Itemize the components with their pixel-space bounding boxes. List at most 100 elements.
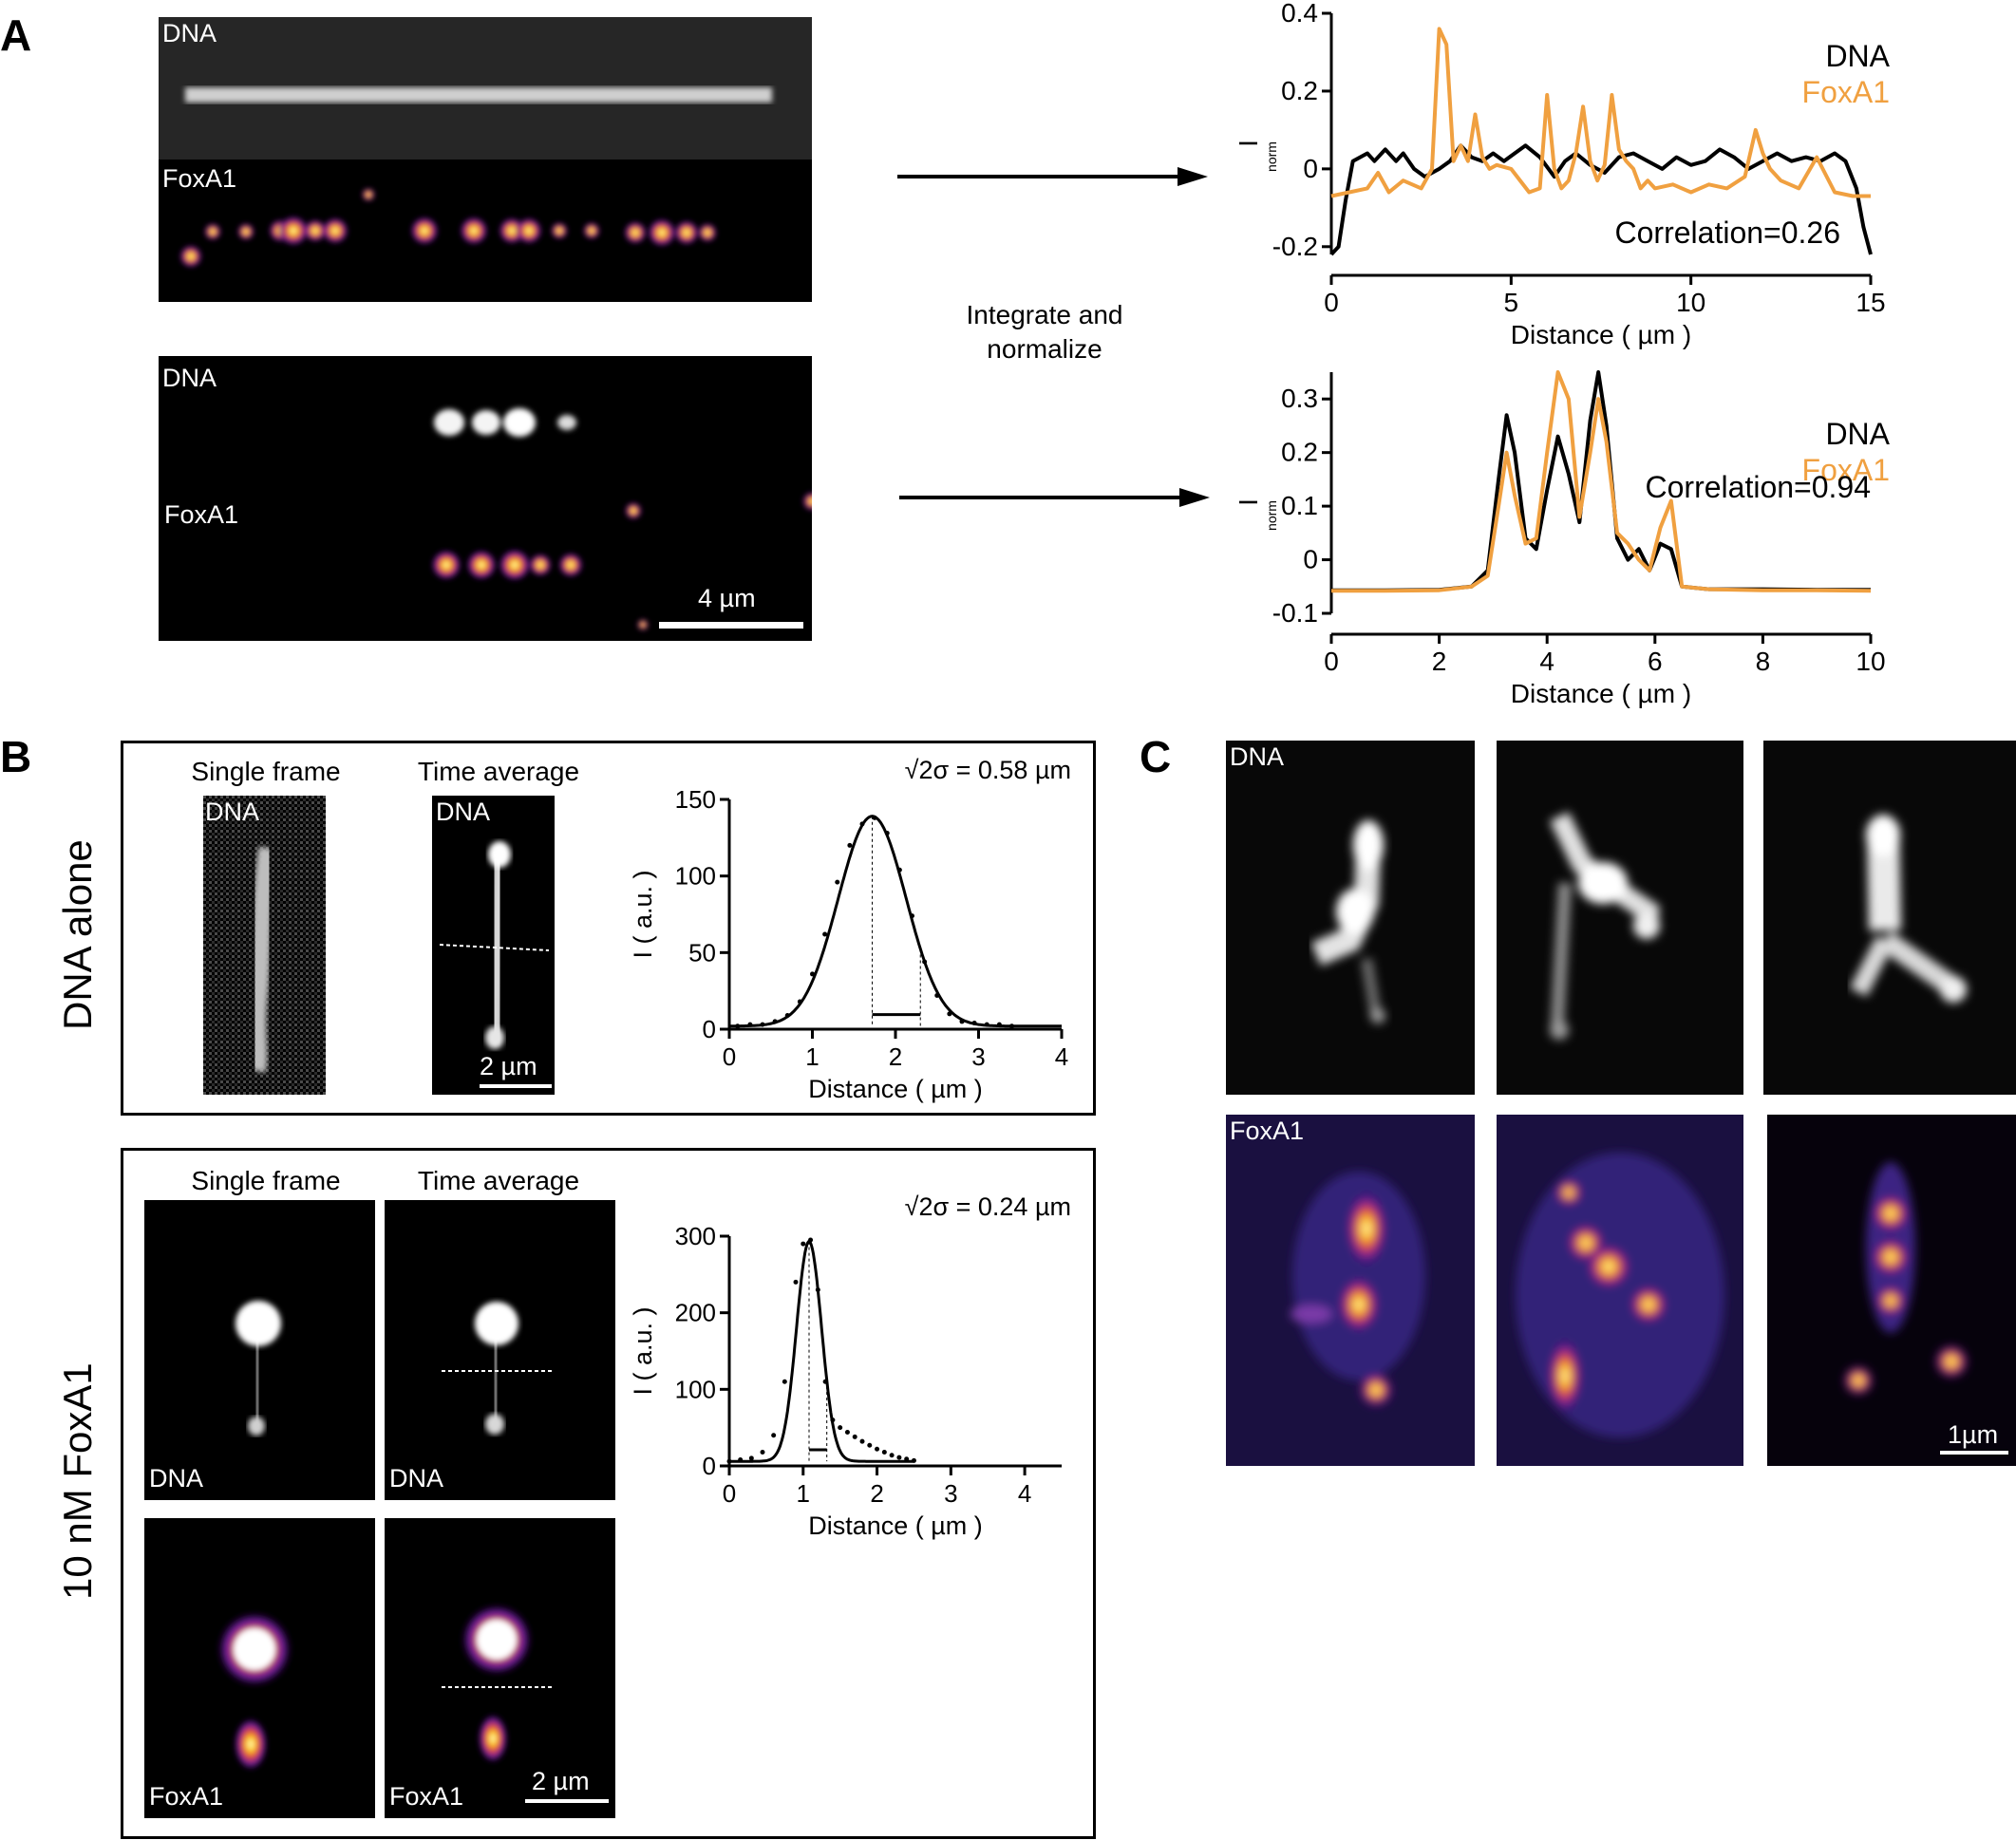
panel-b-row1-img-label-1: DNA bbox=[205, 798, 260, 826]
data-point bbox=[881, 1449, 887, 1455]
panel-c-dna-3 bbox=[1763, 741, 2016, 1095]
legend-foxa1: FoxA1 bbox=[1802, 75, 1890, 109]
y-tick-label: 0 bbox=[1303, 154, 1318, 183]
panel-a-arrowhead-top bbox=[1178, 167, 1208, 186]
series-line-foxa1 bbox=[1330, 27, 1871, 198]
panel-a-middle-text-2: normalize bbox=[987, 334, 1102, 364]
panel-b-row1-single-frame-image: DNA bbox=[203, 796, 326, 1095]
x-axis-label: Distance ( µm ) bbox=[1511, 320, 1691, 349]
panel-b-row2-time-average-header: Time average bbox=[417, 1166, 580, 1195]
x-tick-label: 3 bbox=[971, 1042, 985, 1071]
x-tick-label: 4 bbox=[1018, 1479, 1031, 1508]
x-axis-label: Distance ( µm ) bbox=[808, 1075, 983, 1103]
panel-a-bottom-image bbox=[431, 408, 812, 630]
x-tick-label: 10 bbox=[1856, 647, 1885, 676]
y-tick-label: 50 bbox=[688, 938, 716, 967]
legend-dna: DNA bbox=[1825, 417, 1890, 451]
panel-a-top-micrograph: DNA FoxA1 bbox=[159, 17, 812, 302]
panel-b-row2-box bbox=[121, 1148, 1096, 1839]
panel-b-row1-side-label: DNA alone bbox=[55, 839, 100, 1030]
x-tick-label: 0 bbox=[1324, 288, 1339, 317]
y-axis-label-sub: norm bbox=[1264, 500, 1279, 531]
panel-c-foxa1-1: FoxA1 bbox=[1226, 1115, 1475, 1466]
panel-c-foxa1-2-svg bbox=[1497, 1115, 1743, 1466]
panel-a-bottom-dna-label: DNA bbox=[162, 364, 217, 392]
x-tick-label: 0 bbox=[723, 1479, 736, 1508]
panel-b-row2-single-frame-dna: DNA bbox=[144, 1200, 375, 1500]
panel-b-row2-time-average-dna: DNA bbox=[385, 1200, 615, 1500]
panel-c-foxa1-1-svg bbox=[1226, 1115, 1475, 1466]
chart-b-top: 0 1 2 3 4 0 50 100 150 Distance ( µm ) I ( a.u. ) √… bbox=[629, 756, 1071, 1103]
series-line-foxa1 bbox=[1331, 370, 1872, 593]
y-axis-label: I ( a.u. ) bbox=[629, 870, 657, 958]
panel-b-row1-single-frame-svg bbox=[203, 796, 326, 1095]
y-tick-label: 0.2 bbox=[1281, 438, 1318, 467]
panel-b-row2-time-average-dna-svg bbox=[442, 1302, 553, 1435]
panel-a-bottom-micrograph: DNA FoxA1 4 µm bbox=[159, 356, 812, 641]
panel-a-arrow-bottom bbox=[899, 496, 1184, 499]
y-tick-label: 300 bbox=[675, 1222, 716, 1250]
panel-c-foxa1-2 bbox=[1497, 1115, 1743, 1466]
panel-b-row1-time-average-header: Time average bbox=[417, 757, 580, 786]
y-tick-label: 0 bbox=[703, 1452, 716, 1480]
x-tick-label: 4 bbox=[1055, 1042, 1068, 1071]
panel-a-scale-label: 4 µm bbox=[698, 584, 756, 612]
panel-b-row2-single-frame-foxa1-svg bbox=[217, 1611, 292, 1771]
panel-c-dna-3-svg bbox=[1763, 741, 2016, 1095]
panel-letter-b: B bbox=[0, 732, 32, 781]
panel-c-dna-label: DNA bbox=[1230, 742, 1285, 771]
panel-b-row2-dna-label-1: DNA bbox=[149, 1464, 204, 1493]
x-tick-label: 8 bbox=[1756, 647, 1771, 676]
data-point bbox=[838, 1425, 843, 1431]
panel-b-row2-time-average-foxa1: FoxA1 2 µm bbox=[385, 1518, 615, 1818]
panel-b-row2-single-frame-dna-svg bbox=[236, 1301, 281, 1436]
correlation-annotation: Correlation=0.26 bbox=[1615, 216, 1840, 250]
x-tick-label: 10 bbox=[1676, 288, 1705, 317]
sigma-annotation: √2σ = 0.24 µm bbox=[905, 1192, 1071, 1221]
fit-curve bbox=[729, 1240, 914, 1463]
y-axis-label: I bbox=[1234, 498, 1263, 506]
panel-c-dna-1: DNA bbox=[1226, 741, 1475, 1095]
correlation-annotation: Correlation=0.94 bbox=[1646, 470, 1871, 504]
panel-c-foxa1-3: 1µm bbox=[1767, 1115, 2016, 1466]
data-point bbox=[896, 1455, 902, 1460]
panel-b-row1-scale-bar bbox=[480, 1084, 552, 1088]
y-tick-label: -0.1 bbox=[1272, 598, 1318, 628]
panel-a-top-image bbox=[159, 17, 812, 302]
x-axis-label: Distance ( µm ) bbox=[808, 1511, 983, 1540]
x-tick-label: 2 bbox=[870, 1479, 883, 1508]
data-point bbox=[748, 1455, 754, 1461]
y-tick-label: -0.2 bbox=[1272, 232, 1318, 261]
panel-a-top-dna-label: DNA bbox=[162, 19, 217, 47]
panel-b-row2-single-frame-foxa1: FoxA1 bbox=[144, 1518, 375, 1818]
panel-b-row2-dna-label-2: DNA bbox=[389, 1464, 444, 1493]
x-tick-label: 2 bbox=[889, 1042, 902, 1071]
data-point bbox=[847, 842, 853, 848]
x-tick-label: 6 bbox=[1648, 647, 1663, 676]
panel-c-dna-2 bbox=[1497, 741, 1743, 1095]
data-point bbox=[782, 1379, 787, 1384]
panel-c-scale-label: 1µm bbox=[1948, 1420, 1999, 1449]
panel-letter-a: A bbox=[0, 10, 32, 60]
fit-curve bbox=[729, 815, 1062, 1028]
panel-a-arrowhead-bottom bbox=[1179, 488, 1210, 507]
data-point bbox=[867, 1442, 873, 1448]
panel-letter-c: C bbox=[1140, 732, 1172, 781]
data-point bbox=[771, 1433, 777, 1438]
y-tick-label: 0.4 bbox=[1281, 0, 1318, 28]
chart-b-bottom: 0 1 2 3 4 0 100 200 300 Distance ( µm ) I ( a.u. )… bbox=[629, 1192, 1071, 1540]
panel-b-row2-scale-bar bbox=[525, 1799, 609, 1803]
panel-b-row2-scale-label: 2 µm bbox=[532, 1767, 590, 1795]
y-axis-label-sub: norm bbox=[1264, 141, 1279, 172]
x-tick-label: 15 bbox=[1856, 288, 1885, 317]
y-tick-label: 0 bbox=[703, 1015, 716, 1043]
panel-c-dna-1-svg bbox=[1226, 741, 1475, 1095]
data-point bbox=[889, 1453, 895, 1458]
y-tick-label: 0.2 bbox=[1281, 76, 1318, 105]
panel-b-row1-box bbox=[121, 741, 1096, 1116]
x-tick-label: 0 bbox=[1324, 647, 1339, 676]
data-point bbox=[835, 879, 840, 885]
